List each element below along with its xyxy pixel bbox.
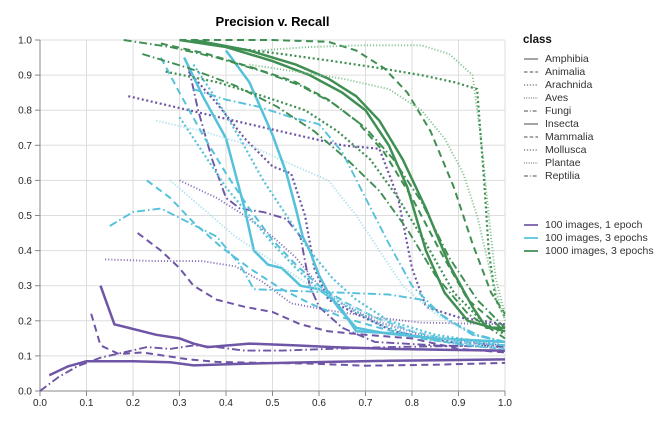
x-tick-label: 0.0 [33, 398, 47, 409]
x-tick-label: 0.6 [312, 398, 326, 409]
y-tick-label: 0.8 [18, 106, 32, 117]
series-line-reptilia-100i1e [39, 344, 506, 392]
legend-class-mammalia: Mammalia [523, 130, 655, 143]
legend-group-100-images-1-epoch: 100 images, 1 epoch [523, 218, 655, 231]
chart-title: Precision v. Recall [215, 14, 330, 29]
legend-class-plantae-label: Plantae [545, 156, 581, 169]
series-line-plantae-100i3e [169, 179, 506, 350]
legend-class-aves-label: Aves [545, 91, 569, 104]
x-tick-label: 0.1 [80, 398, 94, 409]
legend-class-arachnida: Arachnida [523, 78, 655, 91]
legend-group-items: 100 images, 1 epoch 100 images, 3 epochs 1… [523, 218, 655, 257]
y-tick-label: 0.7 [18, 141, 32, 152]
legend-class-plantae-swatch-icon [524, 161, 538, 164]
legend-class-title: class [523, 34, 552, 46]
x-tick-label: 1.0 [498, 398, 512, 409]
y-tick-label: 0.5 [18, 211, 32, 222]
series-line-animalia-100i1e [90, 313, 506, 367]
legend-gap [523, 182, 655, 218]
series-line-animalia-1000i3e [179, 39, 506, 315]
series-line-arachnida-1000i3e [165, 70, 506, 336]
legend-class-reptilia: Reptilia [523, 169, 655, 182]
series-line-arachnida-100i1e [128, 95, 506, 326]
series-line-mammalia-100i1e [136, 232, 506, 354]
legend-class-mollusca-swatch-icon [524, 148, 538, 151]
legend-class-mammalia-swatch-icon [524, 135, 538, 138]
legend-class-amphibia: Amphibia [523, 52, 655, 65]
series-line-mollusca-1000i3e [225, 45, 506, 318]
legend-class-plantae: Plantae [523, 156, 655, 169]
y-tick-label: 0.1 [18, 351, 32, 362]
x-tick-label: 0.9 [452, 398, 466, 409]
series-line-aves-100i3e [156, 119, 506, 343]
legend-class-animalia-swatch-icon [524, 70, 538, 73]
legend-class-reptilia-swatch-icon [524, 174, 538, 177]
series-line-insecta-100i3e [224, 49, 506, 344]
x-tick-label: 0.5 [266, 398, 280, 409]
legend-class-aves: Aves [523, 91, 655, 104]
series-line-aves-1000i3e [258, 44, 506, 315]
legend-class-amphibia-label: Amphibia [545, 52, 589, 65]
series-line-amphibia-100i1e [99, 285, 506, 352]
y-tick-label: 0.0 [18, 387, 32, 398]
y-tick-label: 0.2 [18, 316, 32, 327]
series-line-aves-100i1e [105, 258, 506, 326]
series-line-amphibia-1000i3e [179, 38, 506, 333]
x-tick-label: 0.2 [126, 398, 140, 409]
legend-class-mammalia-label: Mammalia [545, 130, 594, 143]
legend-class-fungi-label: Fungi [545, 104, 572, 117]
legend-class-mollusca: Mollusca [523, 143, 655, 156]
series-line-reptilia-100i3e [109, 207, 506, 343]
x-tick-label: 0.8 [405, 398, 419, 409]
x-tick-label: 0.3 [173, 398, 187, 409]
legend-class-amphibia-swatch-icon [524, 57, 538, 60]
legend-class-reptilia-label: Reptilia [545, 169, 581, 182]
series-line-fungi-1000i3e [123, 39, 506, 329]
series-line-mammalia-100i3e [146, 179, 506, 350]
legend-class-mollusca-label: Mollusca [545, 143, 587, 156]
legend-group-1000-images-3-epochs-label: 1000 images, 3 epochs [545, 244, 654, 257]
legend-class-items: Amphibia Animalia Arachnida Aves Fungi Insect… [523, 52, 655, 182]
series-line-fungi-100i1e [187, 67, 506, 349]
legend-class-aves-swatch-icon [524, 96, 538, 99]
legend-class-insecta-swatch-icon [524, 122, 538, 125]
plot-area: 0.0 0.1 0.2 0.3 0.4 0.5 0.6 0.7 0.8 0.9 1.0 1.0 0.9 0… [18, 36, 512, 410]
legend-group-100-images-3-epochs-label: 100 images, 3 epochs [545, 231, 648, 244]
series-line-animalia-100i3e [160, 57, 506, 347]
series-line-mammalia-1000i3e [160, 42, 506, 333]
series-line-insecta-1000i3e [193, 38, 505, 330]
y-tick-label: 1.0 [18, 36, 32, 47]
series-line-plantae-1000i3e [249, 63, 506, 322]
legend-group-100-images-1-epoch-swatch-icon [524, 223, 538, 226]
legend-group-1000-images-3-epochs-swatch-icon [524, 249, 538, 252]
series-line-reptilia-1000i3e [142, 53, 506, 340]
legend-group-1000-images-3-epochs: 1000 images, 3 epochs [523, 244, 655, 257]
legend-class-insecta: Insecta [523, 117, 655, 130]
x-tick-label: 0.7 [359, 398, 373, 409]
y-tick-label: 0.3 [18, 281, 32, 292]
legend-class-insecta-label: Insecta [545, 117, 579, 130]
series-line-insecta-100i1e [48, 358, 506, 377]
legend-group-100-images-1-epoch-label: 100 images, 1 epoch [545, 218, 643, 231]
y-tick-label: 0.6 [18, 176, 32, 187]
legend-group-100-images-3-epochs-swatch-icon [524, 236, 538, 239]
y-tick-label: 0.9 [18, 71, 32, 82]
y-tick-label: 0.4 [18, 246, 32, 257]
legend-class-arachnida-label: Arachnida [545, 78, 593, 91]
legend-class-animalia-label: Animalia [545, 65, 586, 78]
series-line-mollusca-100i3e [192, 63, 506, 347]
legend-group-100-images-3-epochs: 100 images, 3 epochs [523, 231, 655, 244]
legend: class Amphibia Animalia Arachnida Aves Fungi… [523, 34, 655, 257]
legend-class-arachnida-swatch-icon [524, 83, 538, 86]
legend-class-animalia: Animalia [523, 65, 655, 78]
legend-class-fungi-swatch-icon [524, 109, 538, 112]
x-tick-label: 0.4 [219, 398, 233, 409]
legend-class-fungi: Fungi [523, 104, 655, 117]
